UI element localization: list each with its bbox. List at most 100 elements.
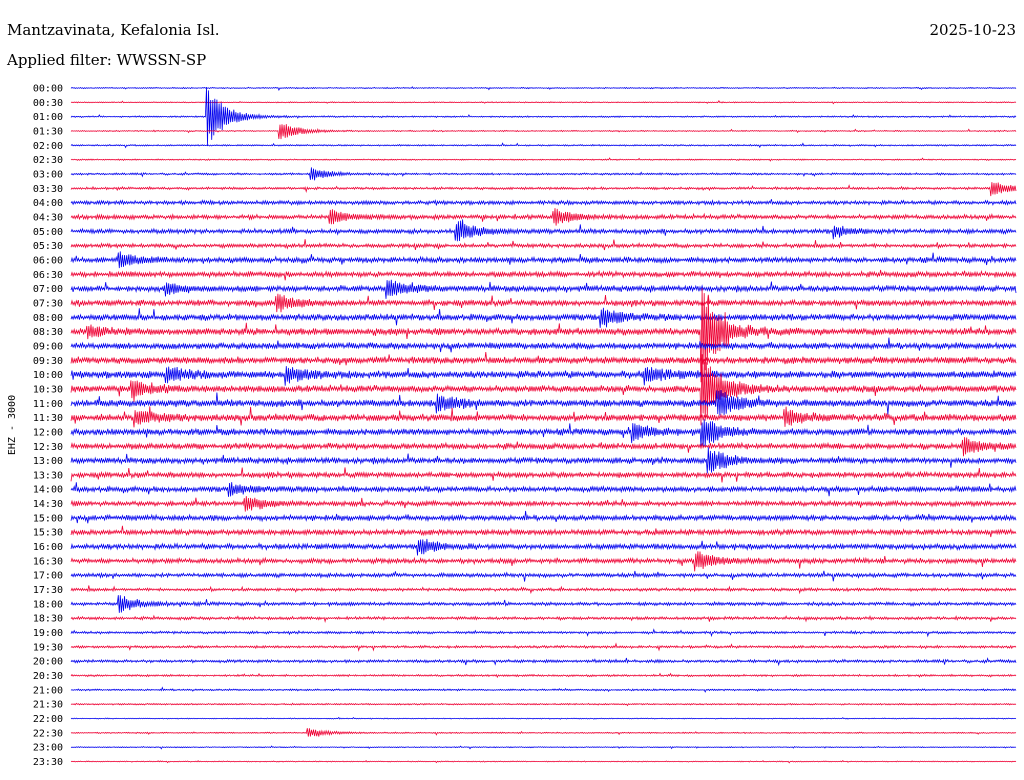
- row-time-label: 05:00: [33, 227, 63, 238]
- trace-row: [70, 759, 1017, 764]
- row-time-label: 09:00: [33, 341, 63, 352]
- trace-row: [70, 525, 1017, 538]
- row-time-label: 14:30: [33, 499, 63, 510]
- date-label: 2025-10-23: [929, 21, 1016, 39]
- trace-row: [70, 337, 1017, 353]
- row-time-label: 15:30: [33, 528, 63, 539]
- row-time-label: 08:30: [33, 327, 63, 338]
- trace-row: [70, 702, 1017, 707]
- trace-row: [70, 124, 1017, 140]
- row-time-label: 00:00: [33, 84, 63, 95]
- trace-row: [70, 642, 1017, 652]
- trace-row: [70, 87, 1017, 146]
- row-time-label: 21:00: [33, 685, 63, 696]
- row-time-label: 06:30: [33, 270, 63, 281]
- row-time-label: 23:00: [33, 743, 63, 754]
- trace-row: [70, 467, 1017, 483]
- row-time-label: 10:30: [33, 384, 63, 395]
- row-time-label: 11:00: [33, 399, 63, 410]
- trace-row: [70, 482, 1017, 497]
- station-title: Mantzavinata, Kefalonia Isl.: [7, 21, 220, 39]
- trace-row: [70, 208, 1017, 226]
- row-time-label: 16:30: [33, 556, 63, 567]
- trace-row: [70, 354, 1017, 426]
- trace-row: [70, 686, 1017, 693]
- row-time-label: 05:30: [33, 241, 63, 252]
- trace-row: [70, 279, 1017, 299]
- trace-row: [70, 716, 1017, 720]
- row-time-label: 03:00: [33, 169, 63, 180]
- trace-row: [70, 352, 1017, 366]
- row-time-label: 14:00: [33, 485, 63, 496]
- trace-row: [70, 496, 1017, 512]
- row-time-label: 19:00: [33, 628, 63, 639]
- filter-label: Applied filter: WWSSN-SP: [7, 51, 207, 69]
- row-label-group: 00:00 00:30 01:00 01:30 02:00 02:30 03:00 03:30…: [33, 84, 63, 769]
- trace-row: [70, 86, 1017, 91]
- row-time-label: 12:00: [33, 427, 63, 438]
- row-time-label: 13:30: [33, 470, 63, 481]
- trace-row: [70, 288, 1017, 383]
- trace-row: [70, 745, 1017, 750]
- row-time-label: 17:30: [33, 585, 63, 596]
- trace-row: [70, 199, 1017, 207]
- row-time-label: 19:30: [33, 642, 63, 653]
- row-time-label: 08:00: [33, 313, 63, 324]
- trace-row: [70, 157, 1017, 162]
- row-time-label: 21:30: [33, 700, 63, 711]
- row-time-label: 11:30: [33, 413, 63, 424]
- trace-row: [70, 219, 1017, 242]
- trace-row: [70, 239, 1017, 251]
- trace-group: [70, 86, 1017, 764]
- trace-row: [70, 100, 1017, 105]
- row-time-label: 02:00: [33, 141, 63, 152]
- trace-row: [70, 251, 1017, 269]
- row-time-label: 20:00: [33, 657, 63, 668]
- row-time-label: 18:30: [33, 614, 63, 625]
- row-time-label: 12:30: [33, 442, 63, 453]
- trace-row: [70, 672, 1017, 679]
- trace-row: [70, 406, 1017, 428]
- row-time-label: 18:00: [33, 599, 63, 610]
- row-time-label: 23:30: [33, 757, 63, 768]
- trace-row: [70, 551, 1017, 572]
- trace-row: [70, 389, 1017, 416]
- row-time-label: 22:00: [33, 714, 63, 725]
- row-time-label: 00:30: [33, 98, 63, 109]
- row-time-label: 04:30: [33, 212, 63, 223]
- trace-row: [70, 628, 1017, 638]
- row-time-label: 06:00: [33, 255, 63, 266]
- trace-row: [70, 447, 1017, 474]
- trace-row: [70, 167, 1017, 181]
- row-time-label: 20:30: [33, 671, 63, 682]
- row-time-label: 22:30: [33, 728, 63, 739]
- row-time-label: 02:30: [33, 155, 63, 166]
- row-time-label: 01:30: [33, 126, 63, 137]
- trace-row: [70, 437, 1017, 457]
- row-time-label: 01:00: [33, 112, 63, 123]
- row-time-label: 03:30: [33, 184, 63, 195]
- trace-row: [70, 570, 1017, 582]
- trace-row: [70, 419, 1017, 448]
- row-time-label: 09:30: [33, 356, 63, 367]
- row-time-label: 15:00: [33, 513, 63, 524]
- trace-row: [70, 585, 1017, 595]
- trace-row: [70, 657, 1017, 667]
- trace-row: [70, 728, 1017, 737]
- row-time-label: 04:00: [33, 198, 63, 209]
- row-time-label: 07:30: [33, 298, 63, 309]
- trace-row: [70, 293, 1017, 313]
- trace-row: [70, 510, 1017, 524]
- row-time-label: 16:00: [33, 542, 63, 553]
- trace-row: [70, 269, 1017, 281]
- trace-row: [70, 182, 1017, 197]
- row-time-label: 17:00: [33, 571, 63, 582]
- trace-row: [70, 538, 1017, 556]
- row-time-label: 07:00: [33, 284, 63, 295]
- trace-row: [70, 366, 1017, 386]
- row-time-label: 13:00: [33, 456, 63, 467]
- trace-row: [70, 142, 1017, 149]
- trace-row: [70, 595, 1017, 613]
- channel-label: EHZ - 3000: [7, 395, 18, 455]
